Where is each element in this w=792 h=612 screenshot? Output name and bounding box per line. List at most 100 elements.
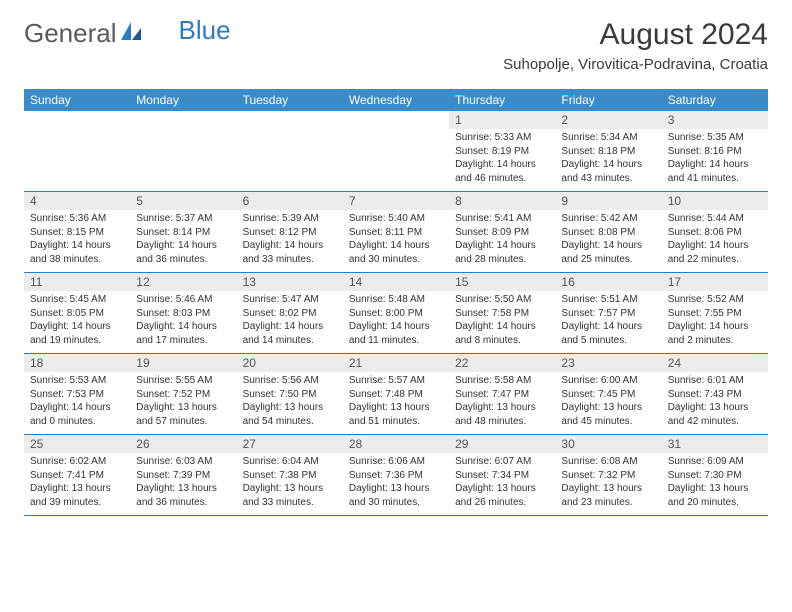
dayheader-row: SundayMondayTuesdayWednesdayThursdayFrid…: [24, 89, 768, 111]
month-title: August 2024: [503, 18, 768, 52]
day-cell: [237, 111, 343, 191]
day-cell: 23Sunrise: 6:00 AMSunset: 7:45 PMDayligh…: [555, 354, 661, 434]
sunrise-text: Sunrise: 5:37 AM: [136, 212, 230, 226]
day-cell: 15Sunrise: 5:50 AMSunset: 7:58 PMDayligh…: [449, 273, 555, 353]
daylight-text: Daylight: 14 hours and 8 minutes.: [455, 320, 549, 347]
day-cell: 24Sunrise: 6:01 AMSunset: 7:43 PMDayligh…: [662, 354, 768, 434]
day-cell: 27Sunrise: 6:04 AMSunset: 7:38 PMDayligh…: [237, 435, 343, 515]
day-cell: 30Sunrise: 6:08 AMSunset: 7:32 PMDayligh…: [555, 435, 661, 515]
day-body: Sunrise: 6:00 AMSunset: 7:45 PMDaylight:…: [555, 372, 661, 434]
day-body: Sunrise: 5:50 AMSunset: 7:58 PMDaylight:…: [449, 291, 555, 353]
day-body: Sunrise: 5:44 AMSunset: 8:06 PMDaylight:…: [662, 210, 768, 272]
day-number: 18: [24, 354, 130, 372]
day-body: [130, 129, 236, 191]
day-body: Sunrise: 5:58 AMSunset: 7:47 PMDaylight:…: [449, 372, 555, 434]
sunrise-text: Sunrise: 6:09 AM: [668, 455, 762, 469]
sunrise-text: Sunrise: 5:44 AM: [668, 212, 762, 226]
daylight-text: Daylight: 14 hours and 22 minutes.: [668, 239, 762, 266]
day-body: Sunrise: 5:33 AMSunset: 8:19 PMDaylight:…: [449, 129, 555, 191]
sunrise-text: Sunrise: 5:56 AM: [243, 374, 337, 388]
sunrise-text: Sunrise: 6:07 AM: [455, 455, 549, 469]
daylight-text: Daylight: 14 hours and 2 minutes.: [668, 320, 762, 347]
sunrise-text: Sunrise: 6:01 AM: [668, 374, 762, 388]
dayheader-cell: Monday: [130, 89, 236, 111]
header: General Blue August 2024 Suhopolje, Viro…: [0, 0, 792, 79]
sunrise-text: Sunrise: 5:36 AM: [30, 212, 124, 226]
daylight-text: Daylight: 13 hours and 23 minutes.: [561, 482, 655, 509]
sunrise-text: Sunrise: 6:03 AM: [136, 455, 230, 469]
day-body: Sunrise: 6:09 AMSunset: 7:30 PMDaylight:…: [662, 453, 768, 515]
dayheader-cell: Thursday: [449, 89, 555, 111]
day-body: Sunrise: 5:48 AMSunset: 8:00 PMDaylight:…: [343, 291, 449, 353]
day-body: Sunrise: 6:07 AMSunset: 7:34 PMDaylight:…: [449, 453, 555, 515]
day-number: 28: [343, 435, 449, 453]
week-row: 1Sunrise: 5:33 AMSunset: 8:19 PMDaylight…: [24, 111, 768, 192]
sunrise-text: Sunrise: 5:51 AM: [561, 293, 655, 307]
day-cell: 3Sunrise: 5:35 AMSunset: 8:16 PMDaylight…: [662, 111, 768, 191]
day-number: 17: [662, 273, 768, 291]
sunset-text: Sunset: 8:05 PM: [30, 307, 124, 321]
daylight-text: Daylight: 13 hours and 30 minutes.: [349, 482, 443, 509]
day-body: Sunrise: 5:41 AMSunset: 8:09 PMDaylight:…: [449, 210, 555, 272]
daylight-text: Daylight: 13 hours and 20 minutes.: [668, 482, 762, 509]
sunrise-text: Sunrise: 5:50 AM: [455, 293, 549, 307]
day-cell: [343, 111, 449, 191]
day-body: Sunrise: 5:45 AMSunset: 8:05 PMDaylight:…: [24, 291, 130, 353]
day-number: 14: [343, 273, 449, 291]
sunrise-text: Sunrise: 5:57 AM: [349, 374, 443, 388]
week-row: 18Sunrise: 5:53 AMSunset: 7:53 PMDayligh…: [24, 354, 768, 435]
day-body: Sunrise: 6:06 AMSunset: 7:36 PMDaylight:…: [343, 453, 449, 515]
sunset-text: Sunset: 7:43 PM: [668, 388, 762, 402]
sunset-text: Sunset: 7:41 PM: [30, 469, 124, 483]
day-cell: [130, 111, 236, 191]
sunset-text: Sunset: 7:34 PM: [455, 469, 549, 483]
sunrise-text: Sunrise: 6:04 AM: [243, 455, 337, 469]
day-body: Sunrise: 5:35 AMSunset: 8:16 PMDaylight:…: [662, 129, 768, 191]
day-body: Sunrise: 5:56 AMSunset: 7:50 PMDaylight:…: [237, 372, 343, 434]
day-body: Sunrise: 5:53 AMSunset: 7:53 PMDaylight:…: [24, 372, 130, 434]
day-cell: 18Sunrise: 5:53 AMSunset: 7:53 PMDayligh…: [24, 354, 130, 434]
day-number: [24, 111, 130, 129]
day-cell: 9Sunrise: 5:42 AMSunset: 8:08 PMDaylight…: [555, 192, 661, 272]
sunrise-text: Sunrise: 5:58 AM: [455, 374, 549, 388]
daylight-text: Daylight: 14 hours and 33 minutes.: [243, 239, 337, 266]
daylight-text: Daylight: 13 hours and 57 minutes.: [136, 401, 230, 428]
day-number: 24: [662, 354, 768, 372]
day-cell: 8Sunrise: 5:41 AMSunset: 8:09 PMDaylight…: [449, 192, 555, 272]
daylight-text: Daylight: 14 hours and 25 minutes.: [561, 239, 655, 266]
sunrise-text: Sunrise: 5:33 AM: [455, 131, 549, 145]
sunset-text: Sunset: 7:53 PM: [30, 388, 124, 402]
day-number: 21: [343, 354, 449, 372]
logo-sail-icon: [119, 18, 143, 49]
sunset-text: Sunset: 8:08 PM: [561, 226, 655, 240]
sunrise-text: Sunrise: 5:48 AM: [349, 293, 443, 307]
day-body: Sunrise: 6:08 AMSunset: 7:32 PMDaylight:…: [555, 453, 661, 515]
sunset-text: Sunset: 8:16 PM: [668, 145, 762, 159]
sunrise-text: Sunrise: 6:08 AM: [561, 455, 655, 469]
daylight-text: Daylight: 13 hours and 45 minutes.: [561, 401, 655, 428]
daylight-text: Daylight: 13 hours and 33 minutes.: [243, 482, 337, 509]
day-number: 12: [130, 273, 236, 291]
location: Suhopolje, Virovitica-Podravina, Croatia: [503, 56, 768, 73]
daylight-text: Daylight: 14 hours and 38 minutes.: [30, 239, 124, 266]
sunrise-text: Sunrise: 5:40 AM: [349, 212, 443, 226]
week-row: 4Sunrise: 5:36 AMSunset: 8:15 PMDaylight…: [24, 192, 768, 273]
day-cell: 16Sunrise: 5:51 AMSunset: 7:57 PMDayligh…: [555, 273, 661, 353]
day-cell: 2Sunrise: 5:34 AMSunset: 8:18 PMDaylight…: [555, 111, 661, 191]
sunset-text: Sunset: 8:06 PM: [668, 226, 762, 240]
sunset-text: Sunset: 8:11 PM: [349, 226, 443, 240]
day-number: 29: [449, 435, 555, 453]
day-cell: 5Sunrise: 5:37 AMSunset: 8:14 PMDaylight…: [130, 192, 236, 272]
sunset-text: Sunset: 8:19 PM: [455, 145, 549, 159]
day-cell: 28Sunrise: 6:06 AMSunset: 7:36 PMDayligh…: [343, 435, 449, 515]
day-number: 3: [662, 111, 768, 129]
daylight-text: Daylight: 14 hours and 11 minutes.: [349, 320, 443, 347]
day-body: Sunrise: 5:42 AMSunset: 8:08 PMDaylight:…: [555, 210, 661, 272]
day-number: 4: [24, 192, 130, 210]
day-cell: 31Sunrise: 6:09 AMSunset: 7:30 PMDayligh…: [662, 435, 768, 515]
day-cell: 14Sunrise: 5:48 AMSunset: 8:00 PMDayligh…: [343, 273, 449, 353]
daylight-text: Daylight: 14 hours and 0 minutes.: [30, 401, 124, 428]
day-number: 27: [237, 435, 343, 453]
daylight-text: Daylight: 13 hours and 51 minutes.: [349, 401, 443, 428]
day-number: 2: [555, 111, 661, 129]
